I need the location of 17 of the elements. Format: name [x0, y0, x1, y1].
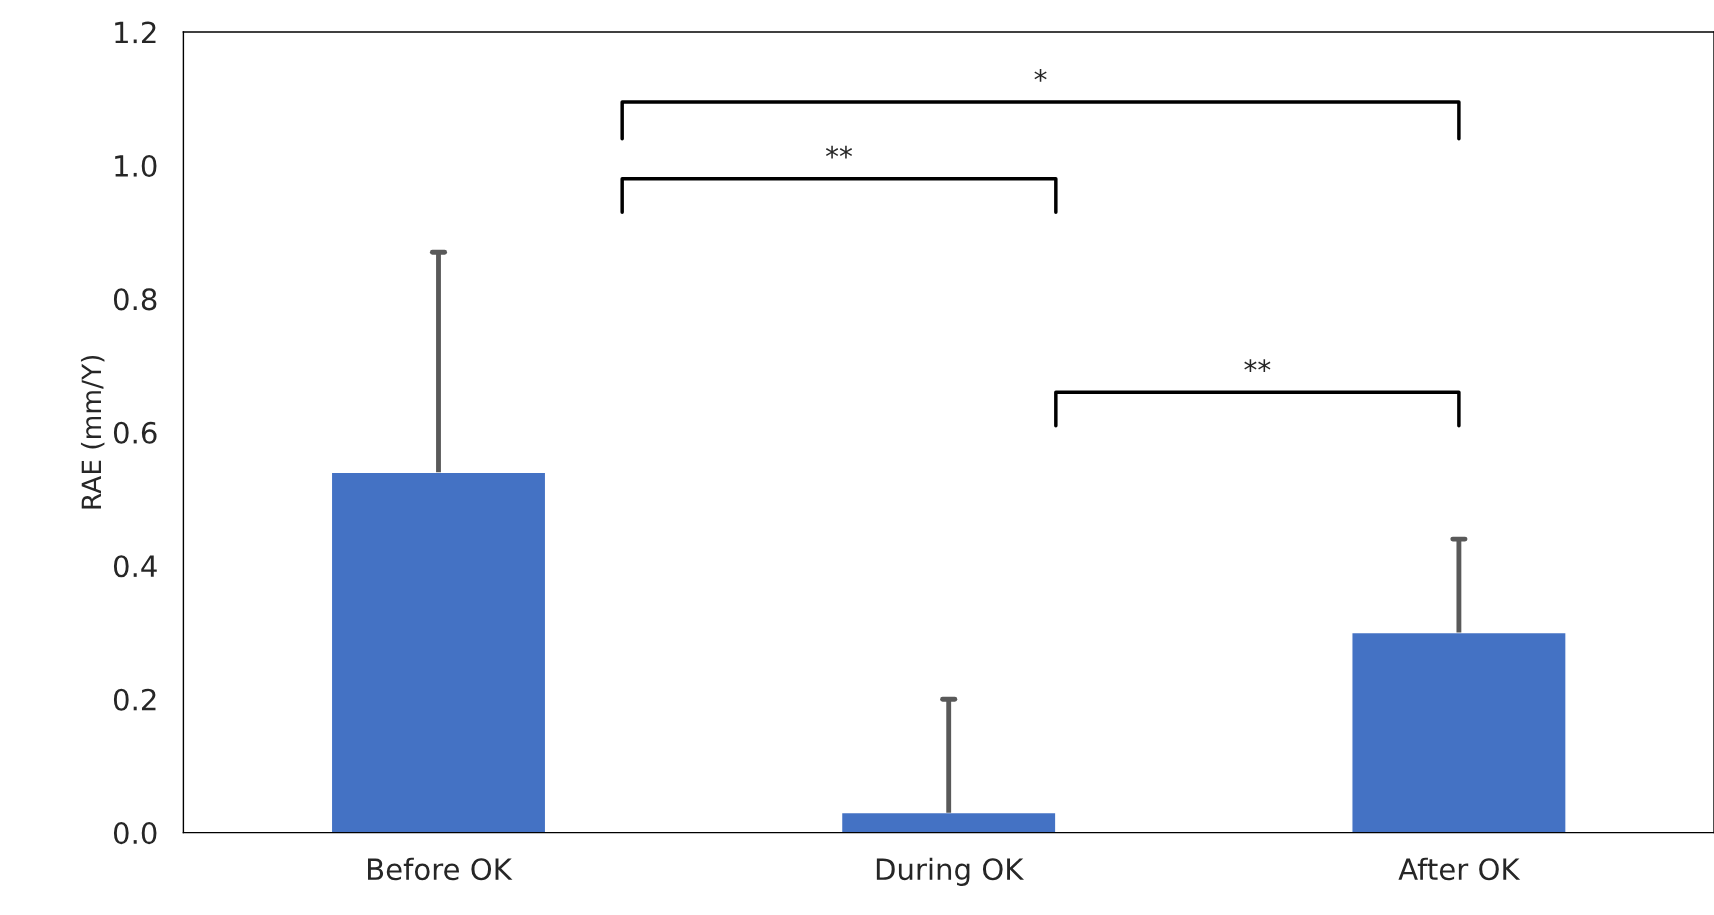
bar [840, 811, 1057, 833]
bar [1351, 631, 1567, 833]
y-tick-label: 0.6 [113, 421, 157, 444]
y-tick-label: 0.0 [113, 822, 157, 845]
annotation: * [1034, 69, 1047, 82]
bar [330, 471, 547, 833]
x-tick-label: During OK [876, 857, 1025, 886]
y-tick-label: 0.4 [113, 555, 157, 578]
annotation: ** [825, 145, 853, 159]
annotation: ** [1244, 359, 1271, 372]
y-tick-label: 1.0 [115, 154, 157, 177]
x-tick-label: After OK [1398, 857, 1521, 881]
x-tick-label: Before OK [368, 857, 513, 881]
y-tick-label: 0.2 [113, 688, 156, 711]
y-tick-label: 1.2 [115, 21, 156, 44]
y-tick-label: 0.8 [113, 288, 157, 311]
y-axis-title: RAE (mm/Y) [80, 355, 105, 509]
